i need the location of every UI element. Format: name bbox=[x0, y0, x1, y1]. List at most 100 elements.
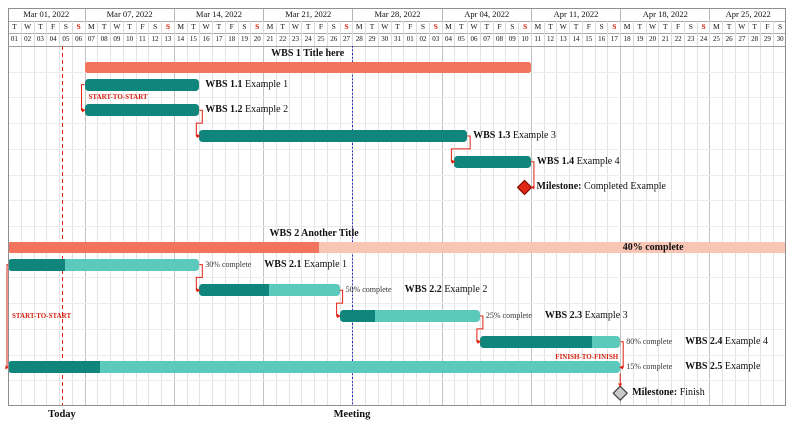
meeting-label: Meeting bbox=[333, 409, 371, 420]
task-bar-2.5 bbox=[8, 361, 621, 374]
day-number-cell: 28 bbox=[352, 33, 365, 46]
day-letter-cell: S bbox=[696, 21, 710, 33]
day-number-cell: 20 bbox=[250, 33, 263, 46]
day-letter-cell: S bbox=[59, 21, 72, 33]
grid-line-vertical bbox=[20, 21, 22, 406]
link-label: FINISH-TO-FINISH bbox=[555, 352, 619, 361]
day-number-cell: 10 bbox=[518, 33, 531, 46]
day-letter-cell: T bbox=[632, 21, 646, 33]
day-letter-cell: S bbox=[518, 21, 531, 33]
grid-line-vertical bbox=[275, 21, 277, 406]
grid-line-vertical bbox=[645, 21, 647, 406]
grid-line-vertical bbox=[607, 21, 609, 406]
day-number-cell: 23 bbox=[288, 33, 302, 46]
day-number-cell: 24 bbox=[301, 33, 314, 46]
day-letter-cell: T bbox=[390, 21, 404, 33]
day-number-cell: 30 bbox=[377, 33, 391, 46]
day-letter-cell: T bbox=[186, 21, 200, 33]
day-letter-cell: M bbox=[441, 21, 455, 33]
grid-line-vertical bbox=[709, 8, 711, 406]
day-number-cell: 07 bbox=[84, 33, 98, 46]
day-letter-cell: M bbox=[173, 21, 187, 33]
day-letter-cell: W bbox=[377, 21, 391, 33]
day-number-cell: 21 bbox=[263, 33, 276, 46]
grid-line-vertical bbox=[441, 8, 443, 406]
task-bar-1.4 bbox=[454, 155, 531, 168]
day-number-cell: 17 bbox=[212, 33, 225, 46]
grid-line-horizontal bbox=[8, 354, 786, 356]
grid-line-vertical bbox=[581, 21, 583, 406]
week-header-cell: Mar 14, 2022 bbox=[173, 8, 263, 21]
grid-line-vertical bbox=[59, 21, 61, 406]
week-header-cell: Apr 18, 2022 bbox=[620, 8, 709, 21]
day-letter-cell: W bbox=[199, 21, 212, 33]
day-letter-cell: W bbox=[734, 21, 748, 33]
day-number-cell: 28 bbox=[747, 33, 761, 46]
day-number-cell: 23 bbox=[683, 33, 697, 46]
day-number-cell: 18 bbox=[224, 33, 238, 46]
day-number-cell: 16 bbox=[199, 33, 212, 46]
grid-line-vertical bbox=[479, 21, 481, 406]
link-label: START-TO-START bbox=[88, 93, 148, 102]
grid-line-vertical bbox=[734, 21, 736, 406]
grid-line-vertical bbox=[569, 21, 571, 406]
day-letter-cell: S bbox=[148, 21, 161, 33]
day-letter-cell: M bbox=[709, 21, 722, 33]
day-letter-cell: T bbox=[97, 21, 110, 33]
task-progress-fill bbox=[199, 284, 270, 297]
grid-line-vertical bbox=[632, 21, 634, 406]
week-header-cell: Apr 11, 2022 bbox=[530, 8, 620, 21]
grid-line-vertical bbox=[301, 21, 303, 406]
milestone-name: Milestone: Finish bbox=[632, 387, 705, 399]
today-label: Today bbox=[48, 409, 76, 420]
grid-line-vertical bbox=[428, 21, 430, 406]
grid-line-vertical bbox=[84, 8, 86, 406]
day-number-cell: 22 bbox=[275, 33, 289, 46]
day-number-cell: 15 bbox=[186, 33, 200, 46]
grid-line-vertical bbox=[199, 21, 201, 406]
link-line bbox=[6, 264, 8, 368]
grid-line-vertical bbox=[671, 21, 673, 406]
grid-line-vertical bbox=[339, 21, 341, 406]
grid-line-horizontal bbox=[8, 277, 786, 279]
day-number-cell: 13 bbox=[556, 33, 569, 46]
group-title-bold: WBS 1 bbox=[271, 47, 301, 59]
day-letter-cell: F bbox=[581, 21, 595, 33]
day-letter-cell: M bbox=[84, 21, 98, 33]
grid-line-horizontal bbox=[8, 200, 786, 202]
task-label-2.2: 50% complete WBS 2.2 Example 2 bbox=[346, 284, 488, 296]
day-number-cell: 19 bbox=[237, 33, 251, 46]
grid-line-vertical bbox=[658, 21, 660, 406]
day-number-cell: 13 bbox=[161, 33, 174, 46]
day-number-cell: 04 bbox=[441, 33, 455, 46]
grid-line-horizontal bbox=[8, 380, 786, 382]
day-letter-cell: F bbox=[135, 21, 149, 33]
grid-line-horizontal bbox=[8, 174, 786, 176]
grid-line-vertical bbox=[722, 21, 724, 406]
grid-line-vertical bbox=[71, 21, 73, 406]
task-bar-1.2 bbox=[84, 104, 200, 117]
day-number-cell: 25 bbox=[709, 33, 722, 46]
day-number-cell: 09 bbox=[505, 33, 518, 46]
grid-line-vertical bbox=[760, 21, 762, 406]
grid-line-vertical bbox=[530, 8, 532, 406]
group-progress-fill bbox=[8, 242, 320, 254]
task-bar-2.4 bbox=[479, 335, 621, 348]
grid-line-vertical bbox=[326, 21, 328, 406]
header-divider bbox=[8, 33, 786, 34]
day-number-cell: 30 bbox=[773, 33, 786, 46]
grid-line-vertical bbox=[314, 21, 316, 406]
task-progress-fill bbox=[8, 361, 100, 374]
day-number-cell: 25 bbox=[314, 33, 327, 46]
day-number-cell: 26 bbox=[326, 33, 340, 46]
grid-line-vertical bbox=[212, 21, 214, 406]
grid-line-vertical bbox=[173, 8, 175, 406]
day-number-cell: 24 bbox=[696, 33, 710, 46]
day-letter-cell: S bbox=[339, 21, 353, 33]
week-header-cell: Mar 21, 2022 bbox=[263, 8, 352, 21]
day-letter-cell: W bbox=[467, 21, 480, 33]
group-progress-label: 40% complete bbox=[622, 242, 684, 254]
grid-line-vertical bbox=[365, 21, 367, 406]
day-letter-cell: S bbox=[237, 21, 251, 33]
day-letter-cell: W bbox=[288, 21, 302, 33]
